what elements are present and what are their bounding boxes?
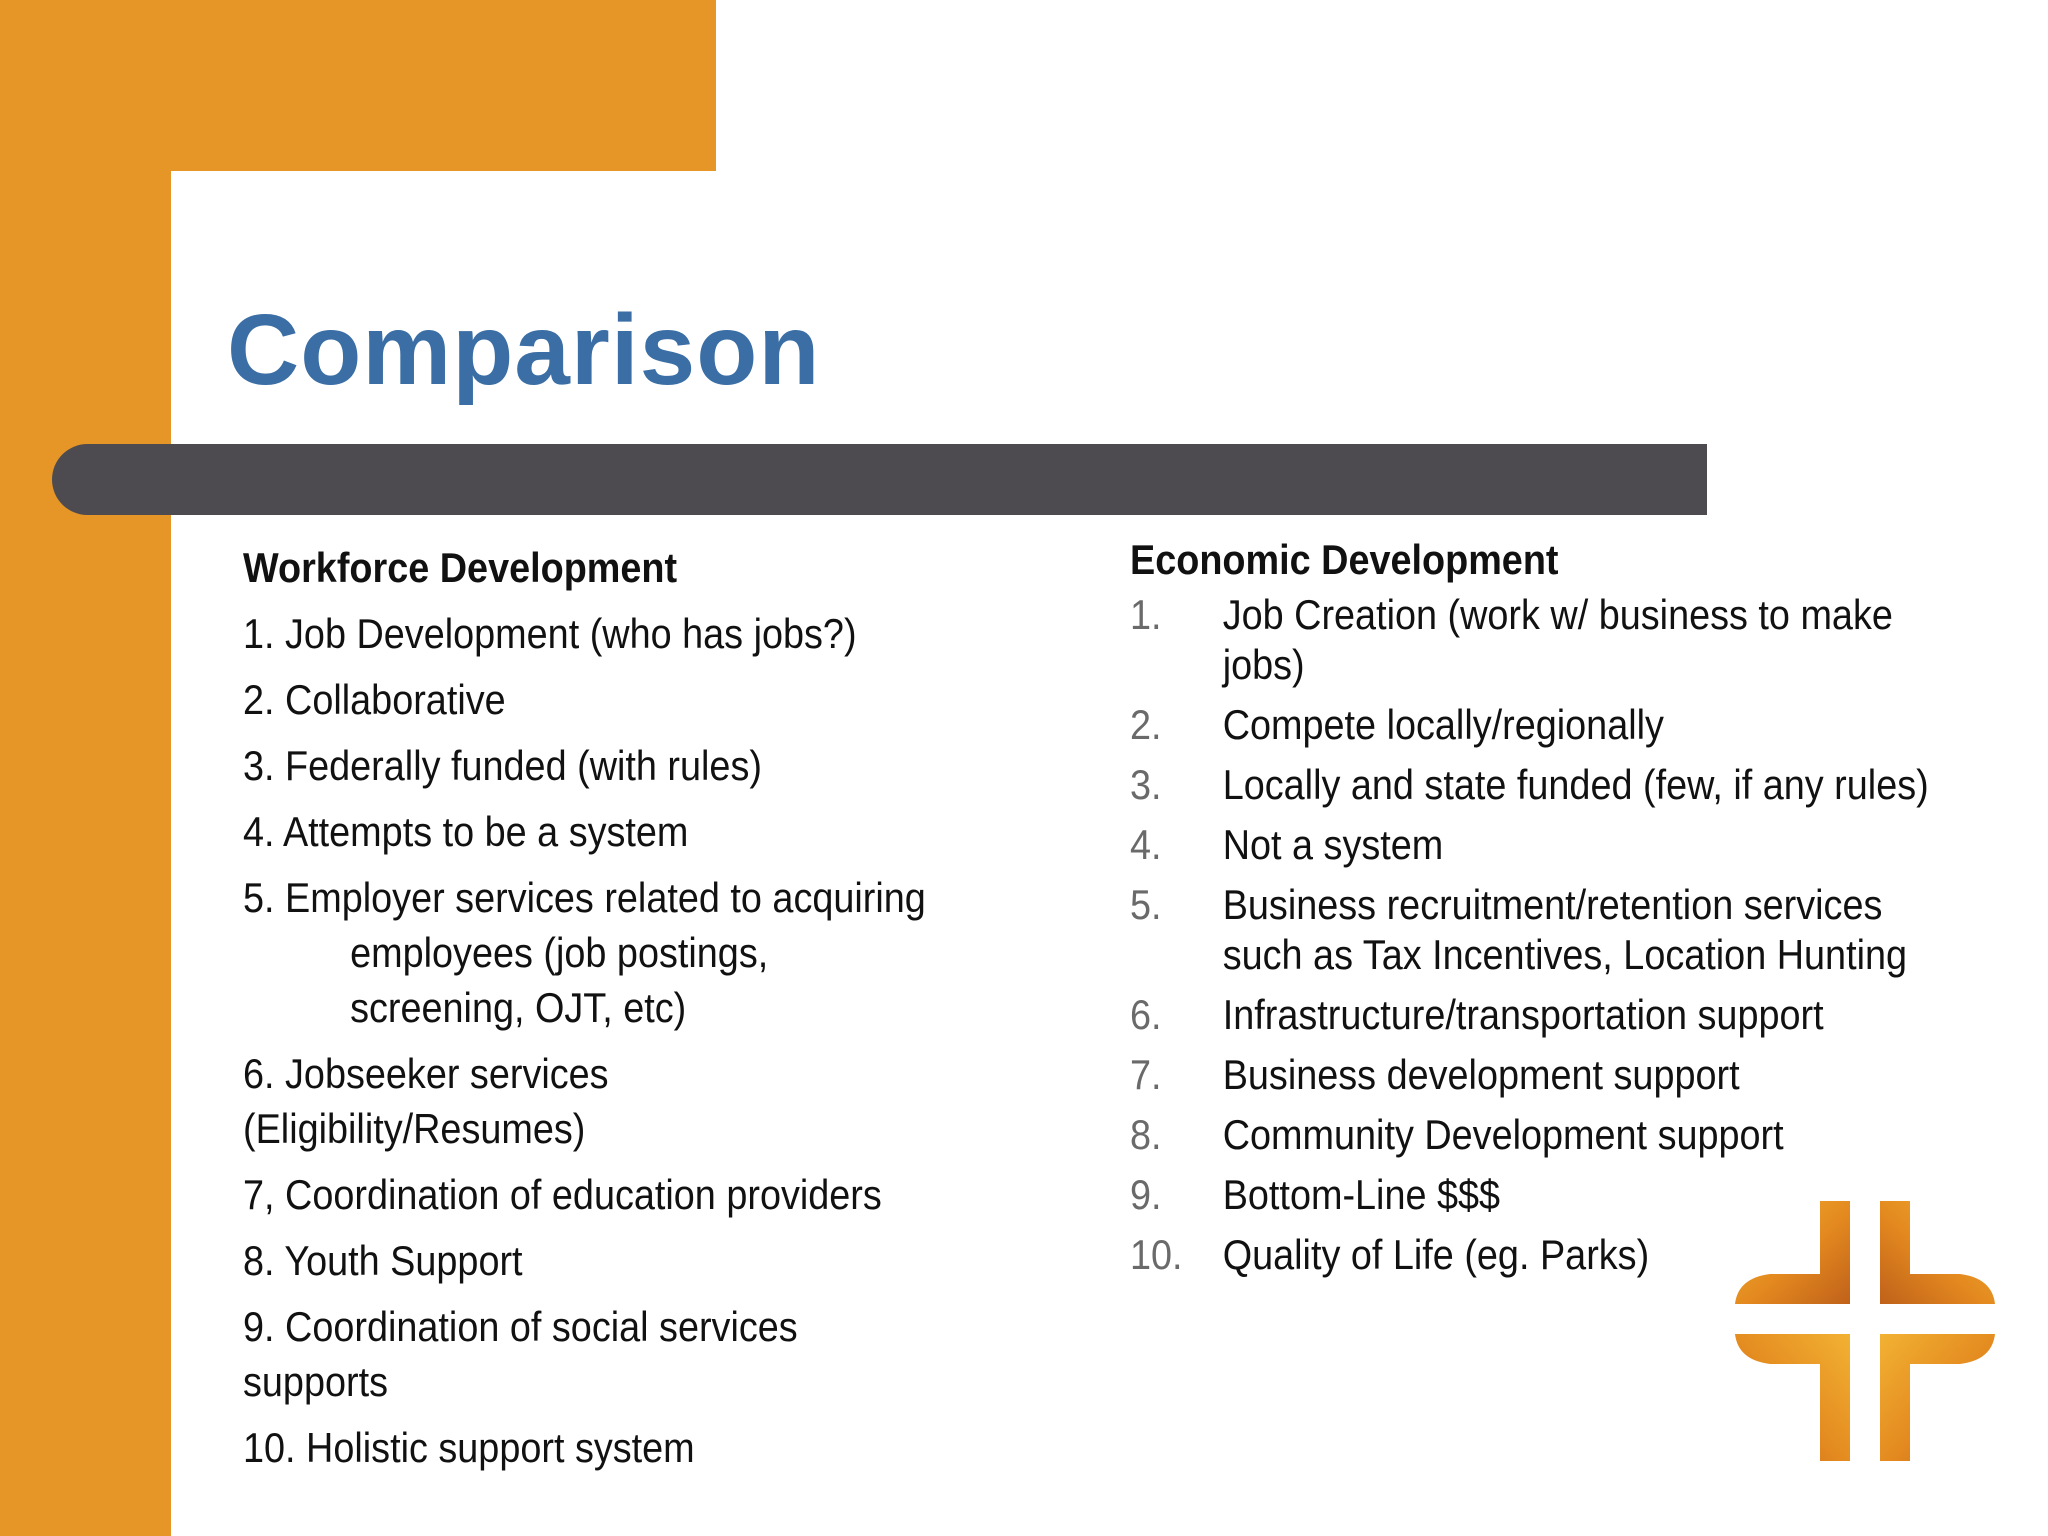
economic-heading: Economic Development <box>1130 536 1559 583</box>
item-text: Compete locally/regionally <box>1223 700 1940 750</box>
title-divider-bar <box>52 444 1707 515</box>
workforce-column: Workforce Development 1. Job Development… <box>243 540 927 1486</box>
orange-top-band <box>0 0 716 171</box>
workforce-item: 5. Employer services related to acquirin… <box>243 870 927 1035</box>
item-line: Not a system <box>1222 821 1444 868</box>
economic-column: Economic Development 1. Job Creation (wo… <box>1130 535 1940 1290</box>
economic-item: 6. Infrastructure/transportation support <box>1130 990 1940 1040</box>
slide-title: Comparison <box>227 294 821 406</box>
economic-item: 10. Quality of Life (eg. Parks) <box>1130 1230 1940 1280</box>
economic-item: 2. Compete locally/regionally <box>1130 700 1940 750</box>
item-line: Job Creation (work w/ business to make <box>1222 591 1893 638</box>
item-text: Business recruitment/retention services … <box>1223 880 1940 980</box>
economic-item: 1. Job Creation (work w/ business to mak… <box>1130 590 1940 690</box>
item-text: Business development support <box>1223 1050 1940 1100</box>
cross-logo-icon <box>1735 1201 1995 1461</box>
item-line: Community Development support <box>1222 1111 1784 1158</box>
item-continuation-line: such as Tax Incentives, Location Hunting <box>1222 931 1908 978</box>
item-line: 2. Collaborative <box>243 676 506 723</box>
workforce-item: 3. Federally funded (with rules) <box>243 738 927 793</box>
economic-item: 8. Community Development support <box>1130 1110 1940 1160</box>
item-number: 4. <box>1130 821 1162 868</box>
orange-side-band <box>0 0 171 1536</box>
workforce-item: 1. Job Development (who has jobs?) <box>243 606 927 661</box>
item-text: Infrastructure/transportation support <box>1223 990 1940 1040</box>
item-number: 9. <box>1130 1171 1162 1218</box>
item-line: 3. Federally funded (with rules) <box>243 742 762 789</box>
economic-item: 4. Not a system <box>1130 820 1940 870</box>
item-number: 7. <box>1130 1051 1162 1098</box>
item-continuation-line: screening, OJT, etc) <box>350 984 687 1031</box>
workforce-item: 10. Holistic support system <box>243 1420 927 1475</box>
content-panel <box>171 171 2048 1536</box>
workforce-item: 4. Attempts to be a system <box>243 804 927 859</box>
workforce-heading: Workforce Development <box>243 544 678 591</box>
item-number: 1. <box>1130 591 1162 638</box>
item-line: Compete locally/regionally <box>1222 701 1664 748</box>
workforce-item: 2. Collaborative <box>243 672 927 727</box>
economic-item: 3. Locally and state funded (few, if any… <box>1130 760 1940 810</box>
item-text: Quality of Life (eg. Parks) <box>1223 1230 1940 1280</box>
item-line: 7, Coordination of education providers <box>243 1171 882 1218</box>
item-number: 5. <box>1130 881 1162 928</box>
item-text: Community Development support <box>1223 1110 1940 1160</box>
item-line: 8. Youth Support <box>243 1237 523 1284</box>
item-line: 5. Employer services related to acquirin… <box>243 874 926 921</box>
item-line: 9. Coordination of social services suppo… <box>243 1303 798 1405</box>
item-continuation-line: employees (job postings, <box>350 929 769 976</box>
workforce-item: 9. Coordination of social services suppo… <box>243 1299 927 1409</box>
item-number: 10. <box>1130 1231 1183 1278</box>
economic-item: 9. Bottom-Line $$$ <box>1130 1170 1940 1220</box>
item-text: Job Creation (work w/ business to make j… <box>1223 590 1940 690</box>
item-text: Bottom-Line $$$ <box>1223 1170 1940 1220</box>
item-continuation-line: jobs) <box>1222 641 1305 688</box>
item-line: 10. Holistic support system <box>243 1424 695 1471</box>
item-line: Locally and state funded (few, if any ru… <box>1222 761 1929 808</box>
workforce-item: 8. Youth Support <box>243 1233 927 1288</box>
item-line: Business development support <box>1222 1051 1740 1098</box>
item-line: Bottom-Line $$$ <box>1222 1171 1501 1218</box>
item-number: 8. <box>1130 1111 1162 1158</box>
item-line: 4. Attempts to be a system <box>243 808 689 855</box>
item-line: Quality of Life (eg. Parks) <box>1222 1231 1650 1278</box>
workforce-item: 7, Coordination of education providers <box>243 1167 927 1222</box>
economic-item: 5. Business recruitment/retention servic… <box>1130 880 1940 980</box>
item-number: 2. <box>1130 701 1162 748</box>
item-text: Not a system <box>1223 820 1940 870</box>
item-line: Infrastructure/transportation support <box>1222 991 1824 1038</box>
item-line: 6. Jobseeker services (Eligibility/Resum… <box>243 1050 609 1152</box>
item-number: 3. <box>1130 761 1162 808</box>
workforce-item: 6. Jobseeker services (Eligibility/Resum… <box>243 1046 927 1156</box>
item-number: 6. <box>1130 991 1162 1038</box>
economic-item: 7. Business development support <box>1130 1050 1940 1100</box>
item-text: Locally and state funded (few, if any ru… <box>1223 760 1940 810</box>
item-line: Business recruitment/retention services <box>1222 881 1883 928</box>
item-line: 1. Job Development (who has jobs?) <box>243 610 857 657</box>
